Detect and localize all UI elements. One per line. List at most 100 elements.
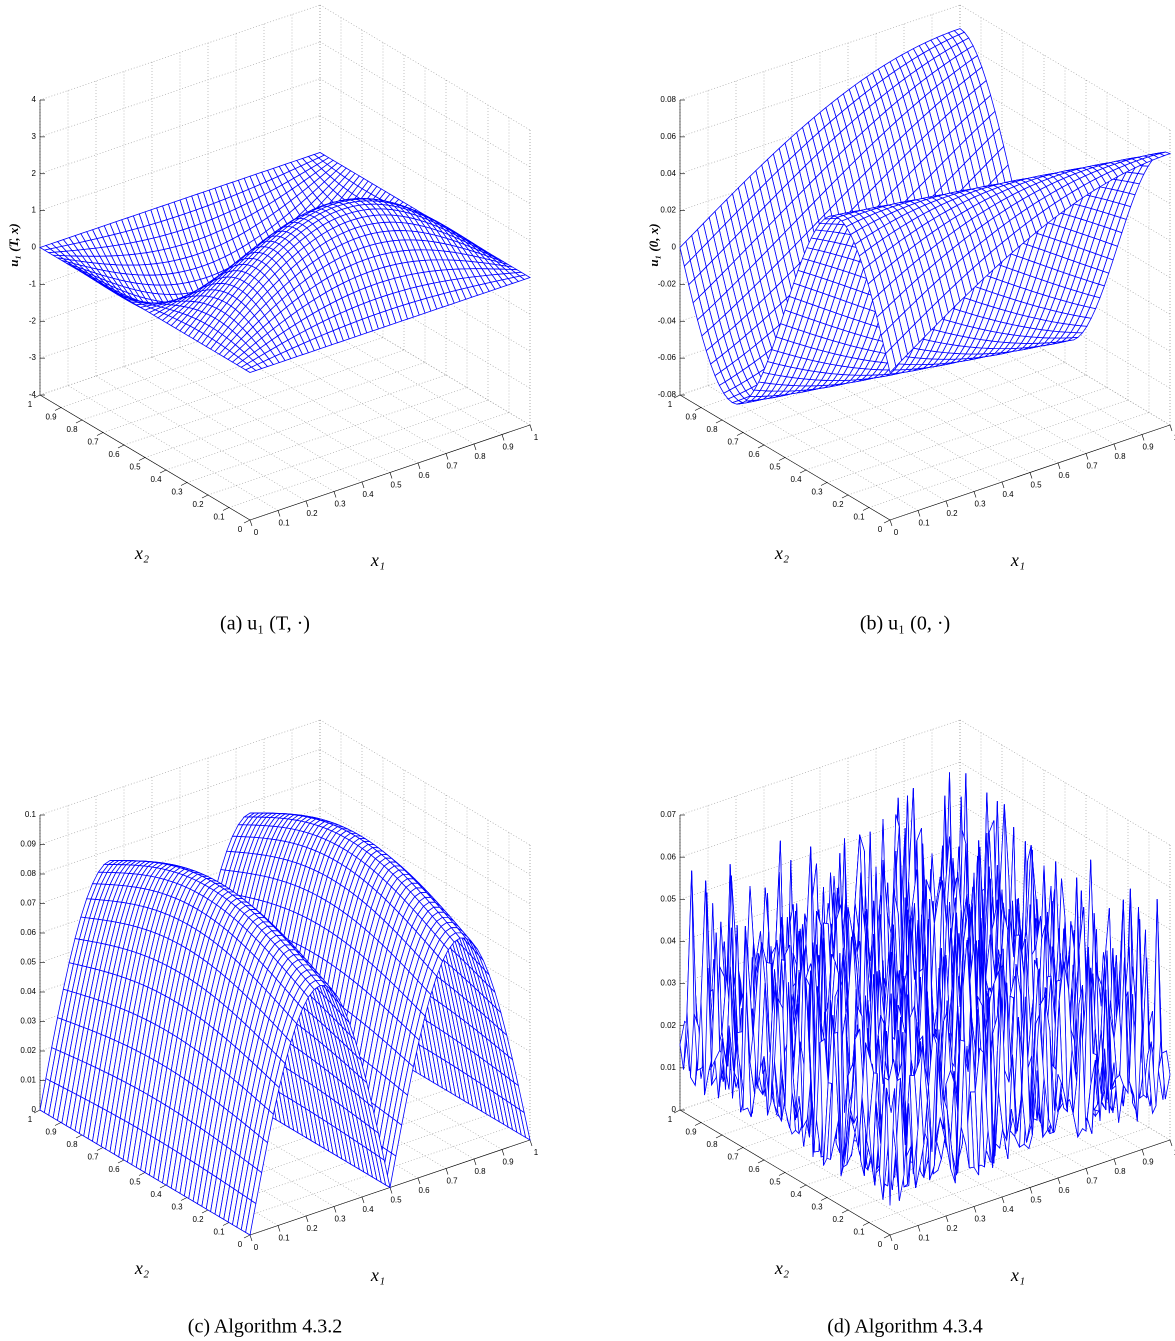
x1-tick-label: 0.2 [306,509,318,518]
tick-mark [244,1235,250,1238]
x2-tick-label: 0.7 [727,438,739,447]
grid-line [166,375,446,470]
x2-tick-label: 0.9 [45,413,57,422]
x2-tick-label: 0.3 [171,488,183,497]
x2-axis-label: x₂ [134,543,149,563]
z-tick-label: 2 [32,169,37,178]
x1-tick-label: 0.5 [1030,481,1042,490]
x2-axis-label: x₂ [774,543,789,563]
x1-tick-label: 0.3 [974,500,986,509]
surface [40,153,530,373]
x2-tick-label: 0.1 [213,513,225,522]
x1-tick-label: 0 [254,528,259,537]
tick-mark [446,1169,448,1175]
z-tick-label: 1 [32,206,37,215]
panel: 00.010.020.030.040.050.060.070.080.090.1… [20,720,538,1338]
x2-tick-label: 1 [28,400,33,409]
tick-mark [118,445,124,448]
x2-tick-label: 0.6 [748,450,760,459]
x2-tick-label: 0.1 [213,1228,225,1237]
z-tick-label: 4 [32,95,37,104]
tick-mark [695,408,701,411]
tick-mark [1086,454,1088,460]
tick-mark [884,520,890,523]
tick-mark [758,445,764,448]
tick-mark [863,508,869,511]
x1-tick-label: 0.4 [1002,490,1014,499]
z-tick-label: 0.05 [20,958,36,967]
z-tick-label: -1 [29,279,37,288]
x1-tick-label: 0 [254,1243,259,1252]
z-tick-label: 0.09 [20,840,36,849]
tick-mark [918,511,920,517]
z-tick-label: -2 [29,316,37,325]
grid-line [187,388,467,483]
tick-mark [1142,435,1144,441]
x1-tick-label: 0.4 [362,1205,374,1214]
grid-line [827,388,1107,483]
x1-tick-label: 0.9 [502,443,514,452]
tick-mark [278,511,280,517]
tick-mark [139,458,145,461]
tick-mark [502,1150,504,1156]
grid-line [40,79,320,174]
tick-mark [97,433,103,436]
x1-axis-label: x₁ [1010,550,1025,570]
x2-tick-label: 0.6 [108,1165,120,1174]
x1-axis-label: x₁ [370,550,385,570]
x2-tick-label: 0.4 [790,475,802,484]
x1-tick-label: 0.7 [446,1177,458,1186]
tick-mark [181,483,187,486]
tick-mark [530,425,532,431]
tick-mark [390,1188,392,1194]
x2-tick-label: 0.5 [769,463,781,472]
x1-tick-label: 0.3 [334,1215,346,1224]
z-tick-label: 3 [32,132,37,141]
z-tick-label: 0.01 [20,1076,36,1085]
z-tick-label: 0.06 [20,928,36,937]
x2-tick-label: 0.6 [108,450,120,459]
tick-mark [306,501,308,507]
tick-mark [418,1178,420,1184]
x2-tick-label: 0.2 [832,500,844,509]
z-tick-label: 0.06 [660,132,676,141]
z-tick-label: 0.04 [20,987,36,996]
tick-mark [334,1207,336,1213]
tick-mark [502,435,504,441]
z-tick-label: -4 [29,390,37,399]
z-tick-label: -0.06 [658,353,677,362]
z-tick-label: 0.08 [660,95,676,104]
tick-mark [974,492,976,498]
tick-mark [118,1160,124,1163]
x1-tick-label: 0.7 [446,462,458,471]
grid-line [145,363,425,458]
figure: -4-3-2-10123400.10.20.30.40.50.60.70.80.… [0,0,1175,1341]
tick-mark [821,483,827,486]
tick-mark [446,454,448,460]
x1-tick-label: 0.2 [306,1224,318,1233]
x2-tick-label: 0.5 [129,1178,141,1187]
tick-mark [306,1216,308,1222]
z-tick-label: 0 [32,243,37,252]
x2-tick-label: 0.5 [129,463,141,472]
tick-mark [530,1140,532,1146]
grid-line [848,400,1128,495]
tick-mark [223,508,229,511]
x2-tick-label: 0.1 [853,513,865,522]
x2-tick-label: 0.2 [192,500,204,509]
tick-mark [716,420,722,423]
x2-tick-label: 0 [238,1240,243,1249]
tick-mark [160,1185,166,1188]
tick-mark [779,458,785,461]
tick-mark [362,1197,364,1203]
tick-mark [223,1223,229,1226]
x2-tick-label: 0.9 [685,413,697,422]
x1-tick-label: 0.1 [278,519,290,528]
panel: -4-3-2-10123400.10.20.30.40.50.60.70.80.… [6,5,539,635]
tick-mark [1002,482,1004,488]
z-axis-label: u₁ (T, x) [6,223,21,266]
tick-mark [55,408,61,411]
grid-line [208,400,488,495]
x1-tick-label: 0.9 [1142,443,1154,452]
x1-tick-label: 0.6 [418,471,430,480]
